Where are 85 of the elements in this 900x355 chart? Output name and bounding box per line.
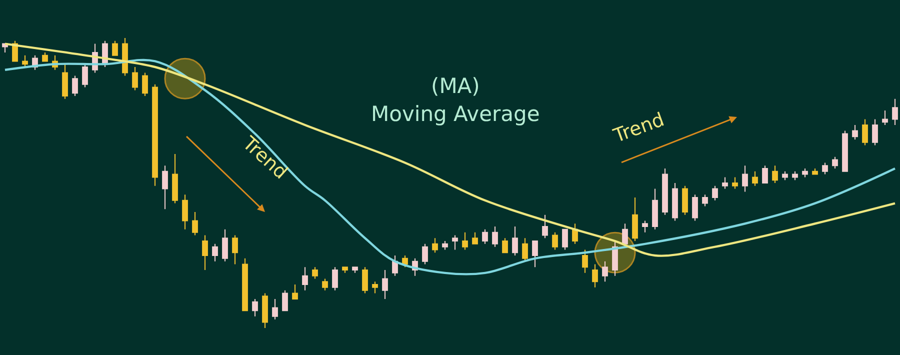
candlestick bbox=[362, 266, 368, 294]
candlestick bbox=[632, 197, 638, 242]
candlestick bbox=[812, 168, 818, 175]
candlestick bbox=[532, 240, 538, 268]
candlestick bbox=[762, 165, 768, 184]
candlestick bbox=[382, 270, 388, 300]
candlestick bbox=[792, 170, 798, 181]
candlestick bbox=[172, 154, 178, 204]
candlestick bbox=[252, 298, 258, 317]
candlestick bbox=[722, 176, 728, 190]
candlestick bbox=[332, 266, 338, 291]
candlestick bbox=[242, 258, 248, 312]
candlestick bbox=[742, 165, 748, 192]
candlestick bbox=[622, 223, 628, 248]
annotation: Trend bbox=[610, 108, 668, 148]
candlestick bbox=[312, 266, 318, 280]
text: (MA) bbox=[431, 74, 480, 98]
candlestick bbox=[272, 298, 278, 320]
candlestick bbox=[462, 232, 468, 250]
candlestick bbox=[212, 243, 218, 262]
candlestick bbox=[512, 226, 518, 256]
candlestick bbox=[882, 110, 888, 126]
candlestick bbox=[832, 156, 838, 170]
candlestick bbox=[522, 238, 528, 262]
candlestick bbox=[752, 170, 758, 186]
candlestick bbox=[732, 176, 738, 190]
candlestick bbox=[842, 130, 848, 172]
candlestick bbox=[502, 238, 508, 254]
candlestick bbox=[22, 54, 28, 68]
candlestick bbox=[872, 118, 878, 146]
candlestick bbox=[152, 84, 158, 186]
candlestick bbox=[472, 232, 478, 244]
candlestick bbox=[392, 255, 398, 276]
candlestick bbox=[342, 266, 348, 274]
candlestick bbox=[142, 72, 148, 96]
candlestick bbox=[802, 168, 808, 178]
candlestick bbox=[782, 170, 788, 181]
candlestick bbox=[572, 223, 578, 244]
candlestick bbox=[822, 162, 828, 175]
candlestick bbox=[702, 194, 708, 207]
candlestick bbox=[432, 238, 438, 254]
candlestick bbox=[642, 220, 648, 233]
candlestick bbox=[612, 240, 618, 276]
candlestick bbox=[452, 234, 458, 250]
candlestick bbox=[712, 185, 718, 201]
candlestick bbox=[202, 234, 208, 271]
candlestick bbox=[682, 185, 688, 216]
candlestick bbox=[62, 64, 68, 100]
candlestick bbox=[282, 290, 288, 312]
candlestick bbox=[302, 266, 308, 291]
candlestick bbox=[42, 52, 48, 62]
candlestick bbox=[482, 228, 488, 244]
candlestick bbox=[652, 188, 658, 230]
candlestick bbox=[492, 226, 498, 248]
candlestick bbox=[322, 278, 328, 291]
candlestick bbox=[892, 98, 898, 126]
candlestick bbox=[162, 165, 168, 210]
candlestick bbox=[852, 124, 858, 140]
candlestick bbox=[552, 232, 558, 250]
candlestick bbox=[122, 37, 128, 76]
candlestick bbox=[692, 194, 698, 222]
text: Moving Average bbox=[371, 102, 540, 126]
candlestick bbox=[372, 281, 378, 294]
candlestick bbox=[292, 284, 298, 300]
candlestick bbox=[352, 266, 358, 274]
candlestick bbox=[562, 228, 568, 250]
candlestick bbox=[542, 214, 548, 239]
candlestick bbox=[222, 228, 228, 262]
candlestick bbox=[112, 40, 118, 56]
candlestick bbox=[72, 75, 78, 96]
candlestick bbox=[602, 260, 608, 282]
candlestick bbox=[182, 194, 188, 230]
candlestick bbox=[262, 292, 268, 329]
candlestick bbox=[132, 66, 138, 91]
candlestick bbox=[772, 165, 778, 184]
candlestick bbox=[672, 182, 678, 222]
candlestick bbox=[862, 118, 868, 146]
candlestick bbox=[192, 212, 198, 236]
candlestick bbox=[82, 64, 88, 88]
candlestick bbox=[662, 168, 668, 216]
candlestick bbox=[232, 234, 238, 265]
candlestick bbox=[422, 243, 428, 265]
candlestick bbox=[442, 240, 448, 250]
candlestick bbox=[582, 249, 588, 274]
candlestick bbox=[592, 264, 598, 288]
